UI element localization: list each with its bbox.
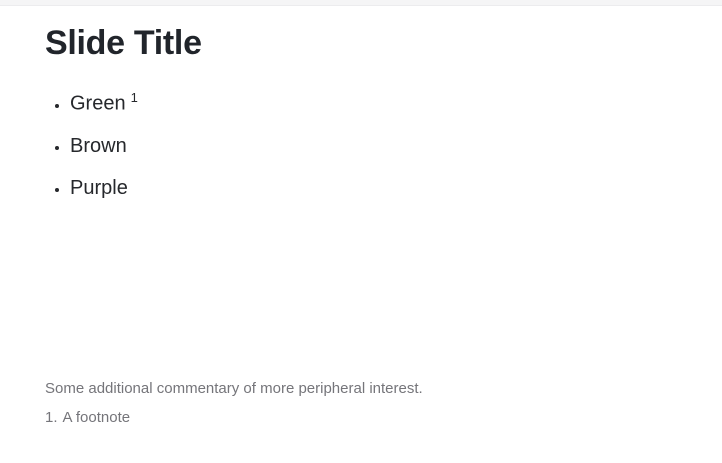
top-strip	[0, 0, 722, 6]
footnote-marker: 1.	[45, 409, 58, 426]
list-item: Brown	[70, 134, 138, 158]
slide-title: Slide Title	[45, 24, 202, 62]
menu-button[interactable]	[8, 440, 28, 458]
aside-commentary: Some additional commentary of more perip…	[45, 380, 423, 397]
footnote-ref: 1	[130, 90, 138, 105]
list-item: Purple	[70, 176, 138, 200]
list-item: Green 1	[70, 86, 138, 116]
bullet-list: Green 1 Brown Purple	[48, 86, 138, 218]
footnote: 1. A footnote	[45, 409, 130, 427]
bullet-text: Purple	[70, 176, 128, 199]
footnote-text: A footnote	[62, 409, 131, 426]
bullet-text: Brown	[70, 134, 127, 157]
bullet-text: Green	[70, 92, 126, 115]
